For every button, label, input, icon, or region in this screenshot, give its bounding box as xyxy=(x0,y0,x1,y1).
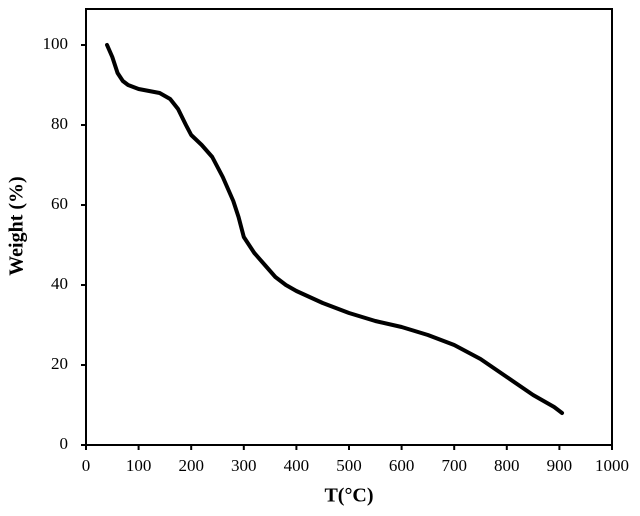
x-tick-label: 1000 xyxy=(595,456,629,475)
x-tick-label: 800 xyxy=(494,456,520,475)
x-tick-label: 300 xyxy=(231,456,257,475)
y-tick-label: 100 xyxy=(43,34,69,53)
x-tick-label: 200 xyxy=(178,456,204,475)
y-axis-label: Weight (%) xyxy=(6,176,28,275)
data-line xyxy=(105,43,565,415)
y-tick-label: 60 xyxy=(51,194,68,213)
x-tick-label: 0 xyxy=(82,456,91,475)
y-tick-label: 40 xyxy=(51,274,68,293)
y-tick-label: 20 xyxy=(51,354,68,373)
y-tick-label: 80 xyxy=(51,114,68,133)
plot-frame xyxy=(85,8,613,446)
x-tick-label: 600 xyxy=(389,456,415,475)
x-tick-label: 700 xyxy=(441,456,467,475)
x-tick-label: 100 xyxy=(126,456,152,475)
x-tick-label: 400 xyxy=(284,456,310,475)
x-tick-label: 900 xyxy=(547,456,573,475)
x-axis-label: T(°C) xyxy=(324,485,373,507)
y-tick-label: 0 xyxy=(60,434,69,453)
x-tick-label: 500 xyxy=(336,456,362,475)
